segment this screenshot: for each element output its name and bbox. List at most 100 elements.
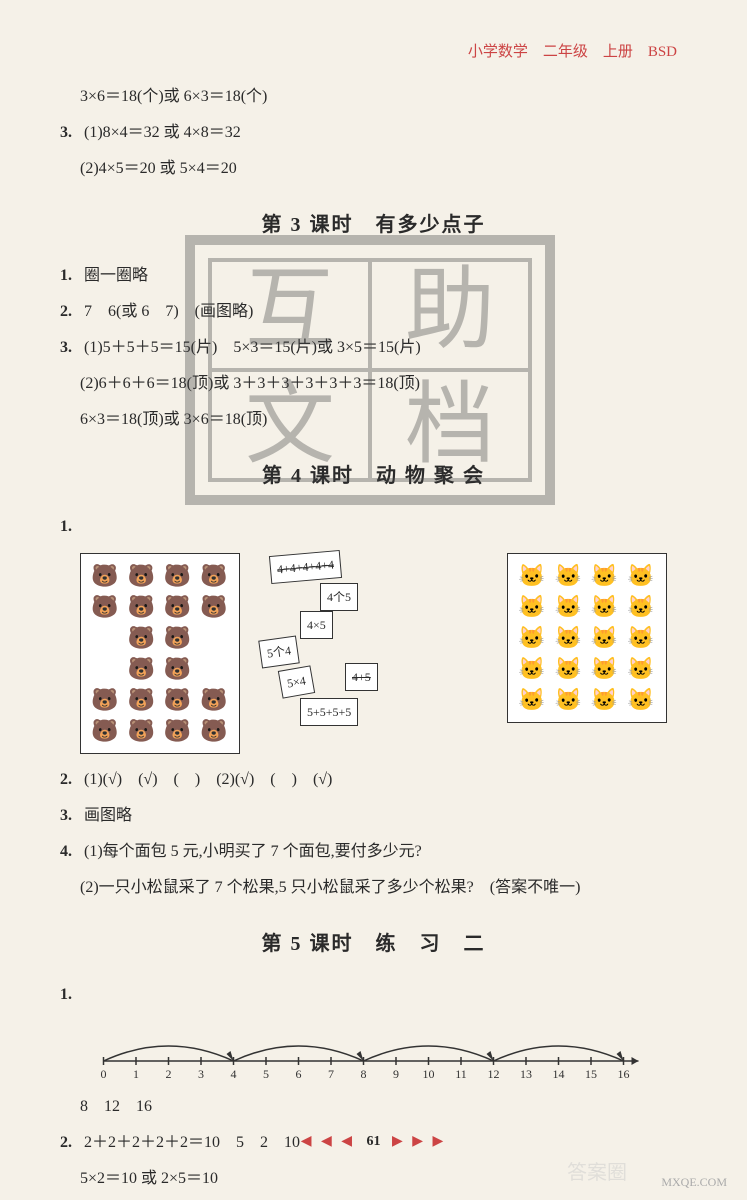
cat-icon: 🐱 (589, 562, 621, 590)
cat-icon: 🐱 (589, 624, 621, 652)
label-4+4+4+4+4: 4+4+4+4+4 (269, 550, 342, 584)
cat-icon: 🐱 (625, 655, 657, 683)
s4-q4-line1: 4. (1)每个面包 5 元,小明买了 7 个面包,要付多少元? (60, 836, 687, 868)
cat-icon: 🐱 (625, 624, 657, 652)
cat-icon: 🐱 (552, 562, 584, 590)
watermark-url: MXQE.COM (661, 1175, 727, 1190)
s3-q1-num: 1. (60, 260, 80, 292)
bear-icon: 🐻 (125, 717, 157, 745)
cat-icon: 🐱 (552, 624, 584, 652)
s3-q2-num: 2. (60, 296, 80, 328)
matching-diagram: 🐻 🐻 🐻 🐻 🐻 🐻 🐻 🐻 🐻 🐻 🐻 🐻 🐻 🐻 🐻 🐻 🐻 🐻 🐻 � (80, 553, 667, 754)
s3-q3-line2: (2)6＋6＋6＝18(顶)或 3＋3＋3＋3＋3＋3＝18(顶) (60, 368, 687, 400)
label-4x5: 4×5 (300, 611, 333, 639)
s5-q1-num: 1. (60, 979, 80, 1011)
cat-grid: 🐱 🐱 🐱 🐱 🐱 🐱 🐱 🐱 🐱 🐱 🐱 🐱 🐱 🐱 🐱 🐱 🐱 🐱 🐱 🐱 (507, 553, 667, 723)
svg-text:14: 14 (553, 1067, 565, 1081)
svg-text:3: 3 (198, 1067, 204, 1081)
cat-icon: 🐱 (625, 686, 657, 714)
label-area: 4+4+4+4+4 4个5 4×5 5个4 5×4 4+5 5+5+5+5 (250, 553, 497, 733)
top-line-3: (2)4×5＝20 或 5×4＝20 (60, 153, 687, 185)
s3-q3-num: 3. (60, 332, 80, 364)
s3-q3-text1: (1)5＋5＋5＝15(片) 5×3＝15(片)或 3×5＝15(片) (84, 339, 421, 356)
bear-icon: 🐻 (198, 686, 230, 714)
section5-title: 第 5 课时 练 习 二 (60, 924, 687, 964)
s4-q2: 2. (1)(√) (√) ( ) (2)(√) ( ) (√) (60, 764, 687, 796)
bear-icon: 🐻 (198, 717, 230, 745)
s4-q4-num: 4. (60, 836, 80, 868)
s4-q3-text: 画图略 (84, 807, 132, 824)
label-5ge4: 5个4 (258, 635, 300, 668)
bear-icon: 🐻 (162, 717, 194, 745)
s4-q2-text: (1)(√) (√) ( ) (2)(√) ( ) (√) (84, 771, 332, 788)
s5-q1-answer: 8 12 16 (60, 1091, 687, 1123)
svg-text:9: 9 (393, 1067, 399, 1081)
section3-title: 第 3 课时 有多少点子 (60, 205, 687, 245)
svg-text:8: 8 (361, 1067, 367, 1081)
svg-text:6: 6 (296, 1067, 302, 1081)
cat-icon: 🐱 (552, 655, 584, 683)
s4-q3-num: 3. (60, 800, 80, 832)
cat-icon: 🐱 (516, 624, 548, 652)
s5-q1: 1. (60, 979, 687, 1011)
svg-text:10: 10 (423, 1067, 435, 1081)
s4-q4-line2: (2)一只小松鼠采了 7 个松果,5 只小松鼠采了多少个松果? (答案不唯一) (60, 872, 687, 904)
cat-icon: 🐱 (516, 593, 548, 621)
s4-q1: 1. (60, 511, 687, 543)
cat-icon: 🐱 (552, 593, 584, 621)
bear-icon: 🐻 (162, 686, 194, 714)
bear-icon: 🐻 (162, 562, 194, 590)
svg-text:15: 15 (585, 1067, 597, 1081)
svg-text:16: 16 (618, 1067, 630, 1081)
cat-icon: 🐱 (589, 655, 621, 683)
svg-text:2: 2 (166, 1067, 172, 1081)
s4-q2-num: 2. (60, 764, 80, 796)
cat-icon: 🐱 (516, 686, 548, 714)
bear-icon: 🐻 (125, 593, 157, 621)
s3-q2-text: 7 6(或 6 7) (画图略) (84, 303, 253, 320)
page-footer: ◀ ◀ ◀ 61 ▶ ▶ ▶ (0, 1133, 747, 1150)
bear-icon: 🐻 (89, 686, 121, 714)
s3-q1-text: 圈一圈略 (84, 267, 148, 284)
svg-text:12: 12 (488, 1067, 500, 1081)
s3-q2: 2. 7 6(或 6 7) (画图略) (60, 296, 687, 328)
svg-text:1: 1 (133, 1067, 139, 1081)
q3-line: 3. (1)8×4＝32 或 4×8＝32 (60, 117, 687, 149)
cat-icon: 🐱 (589, 686, 621, 714)
bear-icon: 🐻 (89, 562, 121, 590)
label-5+5+5+5: 5+5+5+5 (300, 698, 358, 726)
label-4ge5: 4个5 (320, 583, 358, 611)
label-4+5: 4+5 (345, 663, 378, 691)
page-header: 小学数学 二年级 上册 BSD (60, 40, 687, 61)
bear-icon: 🐻 (162, 655, 194, 683)
content-body: 3×6＝18(个)或 6×3＝18(个) 3. (1)8×4＝32 或 4×8＝… (60, 81, 687, 1195)
svg-text:7: 7 (328, 1067, 334, 1081)
s4-q1-num: 1. (60, 511, 80, 543)
bear-icon: 🐻 (89, 717, 121, 745)
number-line-diagram: 012345678910111213141516 (80, 1021, 667, 1081)
svg-text:11: 11 (455, 1067, 467, 1081)
svg-text:4: 4 (231, 1067, 237, 1081)
cat-icon: 🐱 (625, 593, 657, 621)
s4-q3: 3. 画图略 (60, 800, 687, 832)
top-line-1: 3×6＝18(个)或 6×3＝18(个) (60, 81, 687, 113)
bear-icon: 🐻 (125, 655, 157, 683)
s3-q3-line1: 3. (1)5＋5＋5＝15(片) 5×3＝15(片)或 3×5＝15(片) (60, 332, 687, 364)
arrow-left-icon: ◀ ◀ ◀ (301, 1134, 355, 1149)
bear-icon: 🐻 (89, 593, 121, 621)
cat-icon: 🐱 (516, 562, 548, 590)
bear-icon: 🐻 (162, 624, 194, 652)
arrow-right-icon: ▶ ▶ ▶ (392, 1134, 446, 1149)
bear-icon: 🐻 (125, 562, 157, 590)
s3-q3-line3: 6×3＝18(顶)或 3×6＝18(顶) (60, 404, 687, 436)
bear-icon: 🐻 (125, 624, 157, 652)
bear-grid: 🐻 🐻 🐻 🐻 🐻 🐻 🐻 🐻 🐻 🐻 🐻 🐻 🐻 🐻 🐻 🐻 🐻 🐻 🐻 � (80, 553, 240, 754)
top-line-2: (1)8×4＝32 或 4×8＝32 (84, 124, 241, 141)
svg-text:13: 13 (520, 1067, 532, 1081)
q3-number: 3. (60, 117, 80, 149)
cat-icon: 🐱 (625, 562, 657, 590)
cat-icon: 🐱 (589, 593, 621, 621)
cat-icon: 🐱 (516, 655, 548, 683)
cat-icon: 🐱 (552, 686, 584, 714)
bear-icon: 🐻 (198, 593, 230, 621)
